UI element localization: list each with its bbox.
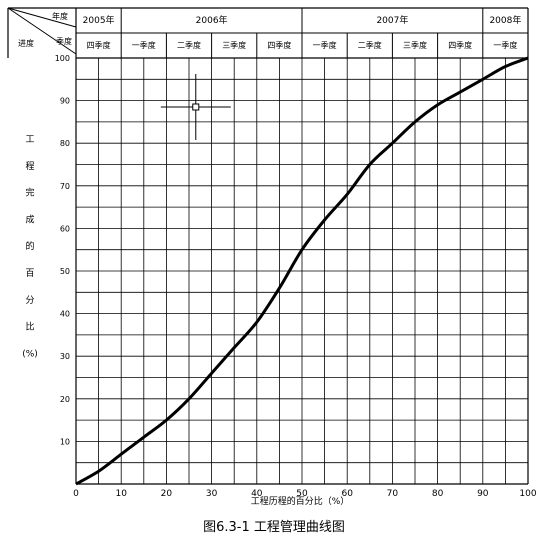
y-tick-label: 90 <box>60 97 70 106</box>
x-tick-label: 70 <box>387 489 399 499</box>
y-label-char: 成 <box>25 213 34 225</box>
x-tick-label: 40 <box>251 489 263 499</box>
y-tick-label: 50 <box>60 267 70 276</box>
y-tick-labels: 10 20 30 40 50 60 70 80 90 100 <box>55 54 70 446</box>
y-label-char: 分 <box>25 295 34 306</box>
quarter-label: 四季度 <box>87 40 111 50</box>
crosshair-marker <box>160 73 231 140</box>
x-axis-label: 工程历程的百分比（%） <box>251 495 350 507</box>
quarter-label: 一季度 <box>493 40 517 50</box>
plot-grid <box>75 57 529 485</box>
x-tick-labels: 0 10 20 30 40 50 60 70 80 90 100 <box>73 489 537 499</box>
y-tick-label: 30 <box>60 352 70 361</box>
x-tick-label: 100 <box>519 489 536 499</box>
y-tick-label: 10 <box>60 437 70 446</box>
x-tick-label: 10 <box>115 489 127 499</box>
y-tick-label: 100 <box>55 54 70 63</box>
x-tick-label: 60 <box>341 489 353 499</box>
year-label: 2005年 <box>83 14 115 26</box>
crosshair-box <box>192 103 200 111</box>
y-label-char: (%) <box>22 349 38 359</box>
corner-diagonal <box>7 7 77 28</box>
corner-label-progress: 进度 <box>18 38 34 48</box>
quarter-label: 三季度 <box>222 40 246 50</box>
x-tick-label: 0 <box>73 489 79 499</box>
quarter-label: 一季度 <box>132 40 156 50</box>
y-tick-label: 70 <box>60 182 70 191</box>
y-tick-label: 20 <box>60 395 70 404</box>
x-tick-label: 30 <box>206 489 218 499</box>
y-label-char: 完 <box>25 187 34 199</box>
x-tick-label: 50 <box>296 489 308 499</box>
y-tick-label: 40 <box>60 310 70 319</box>
progress-curve <box>75 56 529 486</box>
quarter-label: 四季度 <box>267 40 291 50</box>
y-tick-label: 60 <box>60 224 70 233</box>
quarter-label: 二季度 <box>177 40 201 50</box>
chart-title: 图6.3-1 工程管理曲线图 <box>203 520 345 535</box>
corner-label-year: 年度 <box>52 11 68 21</box>
y-label-char: 的 <box>25 240 34 252</box>
y-label-char: 程 <box>25 161 34 172</box>
year-label: 2006年 <box>196 14 228 26</box>
x-tick-label: 90 <box>477 489 489 499</box>
y-label-char: 工 <box>25 135 34 145</box>
quarter-label: 一季度 <box>313 40 337 50</box>
quarter-label: 四季度 <box>448 40 472 50</box>
year-label: 2008年 <box>489 14 521 26</box>
y-label-char: 百 <box>25 268 34 279</box>
quarter-label: 三季度 <box>403 40 427 50</box>
y-tick-label: 80 <box>60 139 70 148</box>
x-tick-label: 20 <box>161 489 173 499</box>
year-label: 2007年 <box>376 14 408 26</box>
series-line <box>75 56 529 486</box>
y-label-char: 比 <box>25 321 34 333</box>
x-tick-label: 80 <box>432 489 444 499</box>
corner-diagonal <box>7 7 77 55</box>
corner-label-quarter: 季度 <box>56 36 72 46</box>
quarter-label: 二季度 <box>358 40 382 50</box>
